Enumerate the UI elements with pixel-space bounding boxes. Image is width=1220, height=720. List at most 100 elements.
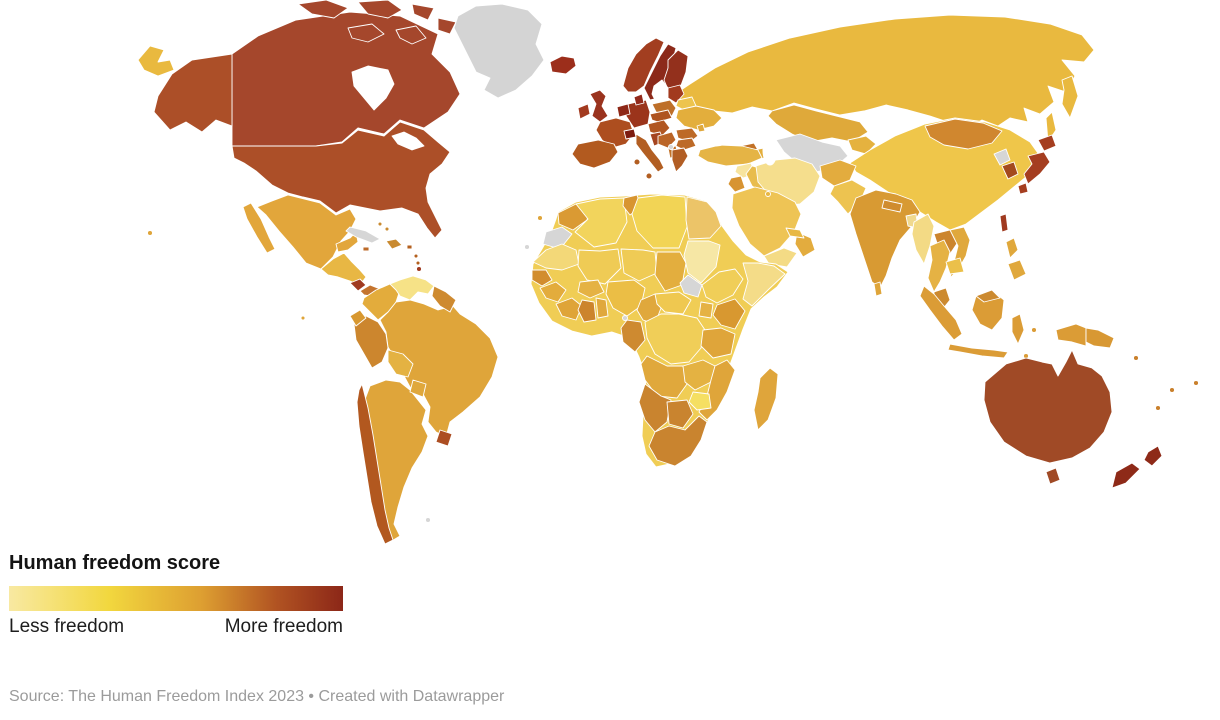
country-uae-qatar[interactable]	[785, 227, 805, 239]
country-canada-arctic-3[interactable]	[411, 3, 435, 21]
country-libya[interactable]	[631, 194, 688, 249]
country-lesser-antilles[interactable]	[413, 253, 419, 259]
country-paraguay[interactable]	[409, 379, 427, 398]
country-somalia[interactable]	[742, 262, 786, 307]
country-burkina-faso[interactable]	[577, 279, 605, 299]
country-serbia[interactable]	[657, 131, 677, 149]
country-south-africa[interactable]	[648, 415, 708, 467]
country-trinidad[interactable]	[416, 266, 422, 272]
country-south-sudan[interactable]	[679, 274, 703, 298]
country-india[interactable]	[849, 189, 921, 289]
country-moldova[interactable]	[696, 123, 706, 133]
country-uruguay[interactable]	[435, 429, 453, 447]
country-fiji[interactable]	[1193, 380, 1199, 386]
country-new-caledonia[interactable]	[1155, 405, 1161, 411]
country-indonesia-west-papua[interactable]	[1055, 323, 1087, 347]
country-mexico[interactable]	[256, 194, 357, 270]
country-canada-arctic-1[interactable]	[297, 0, 349, 19]
country-russia-kamchatka[interactable]	[1061, 75, 1079, 119]
country-canada[interactable]	[231, 11, 461, 147]
country-chile[interactable]	[356, 383, 394, 545]
country-solomon-islands[interactable]	[1133, 355, 1139, 361]
country-malaysia-borneo[interactable]	[975, 289, 1001, 303]
country-indonesia-sulawesi[interactable]	[1011, 313, 1025, 345]
country-galapagos[interactable]	[300, 315, 306, 321]
country-switzerland[interactable]	[623, 128, 637, 140]
country-madagascar[interactable]	[753, 367, 779, 431]
country-north-korea[interactable]	[993, 148, 1011, 166]
country-uganda[interactable]	[698, 301, 714, 319]
country-greenland[interactable]	[453, 3, 545, 99]
country-western-sahara[interactable]	[542, 226, 573, 250]
country-hispaniola[interactable]	[385, 238, 403, 250]
country-zimbabwe[interactable]	[688, 391, 712, 411]
country-norway[interactable]	[622, 37, 665, 93]
country-iceland[interactable]	[549, 55, 577, 75]
country-canada-arctic-6[interactable]	[437, 17, 457, 35]
country-netherlands-belgium[interactable]	[616, 103, 631, 118]
country-oman[interactable]	[794, 231, 816, 258]
country-jamaica[interactable]	[362, 246, 370, 252]
country-ethiopia[interactable]	[701, 268, 744, 304]
country-south-korea[interactable]	[1001, 161, 1019, 180]
country-equatorial-guinea[interactable]	[622, 315, 628, 321]
country-kosovo[interactable]	[668, 144, 674, 150]
country-cambodia[interactable]	[945, 257, 965, 275]
country-kuwait[interactable]	[765, 191, 771, 197]
country-mauritania[interactable]	[532, 243, 580, 271]
country-bahamas-2[interactable]	[384, 226, 390, 232]
country-ecuador[interactable]	[349, 309, 367, 327]
country-senegal[interactable]	[531, 269, 553, 287]
country-japan-honshu[interactable]	[1023, 151, 1051, 185]
country-philippines-mindanao[interactable]	[1007, 259, 1027, 281]
country-ireland[interactable]	[577, 103, 591, 120]
country-spain-portugal[interactable]	[571, 139, 619, 169]
country-vanuatu[interactable]	[1169, 387, 1175, 393]
country-cuba[interactable]	[345, 226, 381, 244]
country-russia-sakhalin[interactable]	[1045, 111, 1057, 143]
country-italy-sicily[interactable]	[645, 172, 653, 180]
country-algeria[interactable]	[574, 197, 628, 248]
country-papua-new-guinea[interactable]	[1085, 327, 1115, 349]
country-afghanistan[interactable]	[819, 159, 857, 187]
country-tanzania[interactable]	[700, 327, 736, 359]
country-turkey[interactable]	[697, 144, 763, 167]
country-guinea[interactable]	[539, 281, 567, 303]
country-canary-islands[interactable]	[537, 215, 543, 221]
country-saudi-arabia[interactable]	[731, 186, 802, 257]
country-kenya[interactable]	[712, 298, 746, 330]
country-mongolia[interactable]	[924, 118, 1003, 150]
country-central-african-republic[interactable]	[654, 291, 692, 315]
country-venezuela[interactable]	[389, 275, 435, 301]
country-bolivia[interactable]	[387, 349, 414, 378]
country-sri-lanka[interactable]	[873, 281, 883, 297]
country-russia[interactable]	[671, 14, 1095, 129]
country-ukraine[interactable]	[675, 105, 723, 131]
country-austria-hungary[interactable]	[647, 119, 671, 137]
country-bahamas[interactable]	[377, 221, 383, 227]
country-egypt[interactable]	[685, 196, 722, 240]
country-france[interactable]	[595, 117, 635, 149]
country-new-zealand-south[interactable]	[1111, 462, 1141, 489]
country-indonesia-moluccas[interactable]	[1031, 327, 1037, 333]
country-peru[interactable]	[353, 315, 389, 369]
country-mali[interactable]	[577, 248, 622, 285]
country-czechia-slovakia[interactable]	[649, 109, 673, 123]
country-guyanas[interactable]	[431, 285, 457, 313]
country-greece[interactable]	[671, 147, 689, 173]
country-canada-arctic-5[interactable]	[395, 25, 427, 45]
country-dr-congo[interactable]	[644, 313, 706, 365]
country-sudan[interactable]	[683, 240, 721, 284]
country-new-zealand-north[interactable]	[1143, 445, 1163, 467]
country-united-kingdom[interactable]	[589, 89, 609, 123]
country-puerto-rico[interactable]	[406, 244, 413, 250]
country-namibia[interactable]	[638, 383, 672, 433]
country-australia[interactable]	[983, 349, 1113, 464]
country-australia-tasmania[interactable]	[1045, 467, 1061, 485]
country-italy[interactable]	[635, 133, 665, 173]
country-botswana[interactable]	[666, 399, 694, 429]
country-italy-sardinia[interactable]	[633, 158, 641, 166]
country-cape-verde[interactable]	[524, 244, 530, 250]
country-mexico-yucatan[interactable]	[335, 231, 359, 253]
country-myanmar[interactable]	[911, 213, 935, 265]
